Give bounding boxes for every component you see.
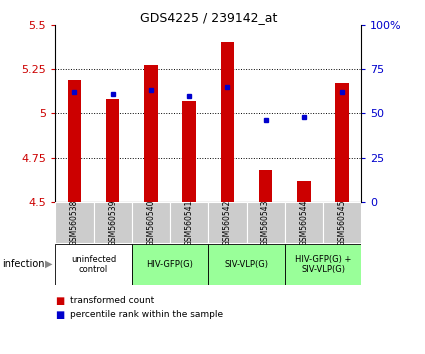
Bar bbox=[68, 80, 81, 202]
Bar bbox=[323, 202, 361, 243]
Bar bbox=[132, 202, 170, 243]
Text: GSM560540: GSM560540 bbox=[146, 200, 156, 246]
Bar bbox=[221, 42, 234, 202]
Bar bbox=[246, 202, 285, 243]
Text: HIV-GFP(G): HIV-GFP(G) bbox=[147, 260, 193, 269]
Text: GSM560542: GSM560542 bbox=[223, 200, 232, 246]
Text: uninfected
control: uninfected control bbox=[71, 255, 116, 274]
Text: GSM560539: GSM560539 bbox=[108, 200, 117, 246]
Bar bbox=[94, 202, 132, 243]
Bar bbox=[208, 202, 246, 243]
Text: ■: ■ bbox=[55, 296, 65, 306]
Text: percentile rank within the sample: percentile rank within the sample bbox=[70, 310, 223, 319]
Bar bbox=[144, 65, 158, 202]
Text: SIV-VLP(G): SIV-VLP(G) bbox=[224, 260, 269, 269]
Text: GSM560543: GSM560543 bbox=[261, 200, 270, 246]
Text: ▶: ▶ bbox=[45, 259, 52, 269]
Text: infection: infection bbox=[2, 259, 45, 269]
Bar bbox=[285, 244, 361, 285]
Bar bbox=[182, 101, 196, 202]
Bar bbox=[297, 181, 311, 202]
Text: HIV-GFP(G) +
SIV-VLP(G): HIV-GFP(G) + SIV-VLP(G) bbox=[295, 255, 351, 274]
Text: GSM560544: GSM560544 bbox=[299, 200, 309, 246]
Bar bbox=[55, 202, 94, 243]
Text: transformed count: transformed count bbox=[70, 296, 154, 305]
Bar bbox=[132, 244, 208, 285]
Bar bbox=[106, 99, 119, 202]
Bar bbox=[285, 202, 323, 243]
Bar bbox=[335, 83, 349, 202]
Bar bbox=[55, 244, 132, 285]
Text: ■: ■ bbox=[55, 310, 65, 320]
Bar bbox=[170, 202, 208, 243]
Bar bbox=[208, 244, 285, 285]
Text: GSM560538: GSM560538 bbox=[70, 200, 79, 246]
Text: GSM560545: GSM560545 bbox=[337, 200, 347, 246]
Bar bbox=[259, 170, 272, 202]
Title: GDS4225 / 239142_at: GDS4225 / 239142_at bbox=[139, 11, 277, 24]
Text: GSM560541: GSM560541 bbox=[184, 200, 194, 246]
